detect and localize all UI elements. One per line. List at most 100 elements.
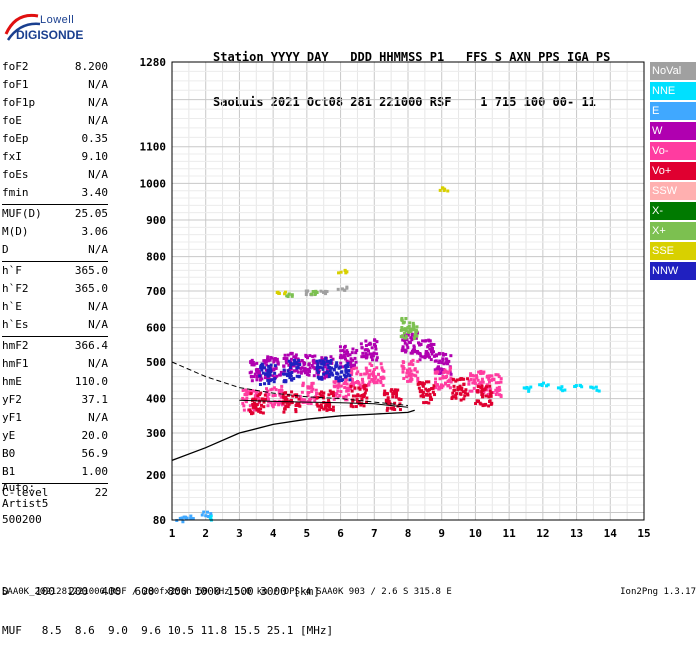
data-point-vo [401,365,405,369]
data-point-vo [303,398,307,402]
data-point-nne [556,386,560,390]
data-point-w [250,379,254,383]
data-point-vo [472,386,476,390]
data-point-vo [497,381,501,385]
data-point-vo [361,380,365,384]
param-value: N/A [88,78,108,91]
data-point-nnw [344,367,348,371]
data-point-vo [487,375,491,379]
data-point-vo [469,374,473,378]
data-point-nnw [325,359,329,363]
data-point-w [373,338,377,342]
data-point-x [413,333,417,337]
y-tick-label: 700 [146,285,166,298]
data-point-w [411,348,415,352]
data-point-nnw [320,375,324,379]
data-point-vo [321,391,325,395]
data-point-vo [408,367,412,371]
data-point-vo [327,402,331,406]
param-row: yF1 N/A [2,409,108,427]
data-point-nnw [268,366,272,370]
data-point-vo [495,386,499,390]
data-point-vo [273,402,277,406]
data-point-w [288,368,292,372]
data-point-vo [379,375,383,379]
data-point-w [409,351,413,355]
data-point-sse [343,269,347,273]
data-point-vo [260,403,264,407]
data-point-nnw [268,368,272,372]
data-point-vo [271,405,275,409]
data-point-w [418,352,422,356]
data-point-vo [365,396,369,400]
data-point-x [408,321,412,325]
data-point-vo [398,408,402,412]
data-point-nnw [316,363,320,367]
data-point-w [403,338,407,342]
x-tick-label: 14 [604,527,618,540]
data-point-w [323,374,327,378]
data-point-vo [286,405,290,409]
data-point-vo [265,387,269,391]
data-point-sse [443,187,447,191]
data-point-vo [489,393,493,397]
data-point-vo [306,401,310,405]
data-point-w [406,333,410,337]
data-point-w [289,351,293,355]
data-point-nnw [337,379,341,383]
data-point-nnw [345,364,349,368]
data-point-nnw [287,359,291,363]
data-point-vo [451,391,455,395]
lowell-digisonde-logo: Lowell DIGISONDE [2,6,107,52]
data-point-x [311,290,315,294]
data-point-w [413,350,417,354]
data-point-x [406,325,410,329]
logo-swoosh-icon [4,13,41,41]
autoscaling-info: Auto: Artist5 500200 [2,480,48,528]
data-point-sse [277,291,281,295]
data-point-vo [371,374,375,378]
data-point-vo [389,389,393,393]
data-point-vo [405,375,409,379]
data-point-vo [255,403,259,407]
data-point-vo [467,379,471,383]
x-tick-label: 5 [304,527,311,540]
data-point-vo [377,372,381,376]
data-point-vo [415,370,419,374]
data-point-vo [437,385,441,389]
data-point-w [401,338,405,342]
logo-line1: Lowell [40,14,75,26]
param-name: hmF1 [2,357,29,370]
data-point-w [421,355,425,359]
data-point-w [342,350,346,354]
data-point-vo [267,392,271,396]
param-separator [2,261,108,262]
data-point-vo [252,397,256,401]
data-point-e [178,516,182,520]
data-point-w [255,375,259,379]
data-point-w [369,355,373,359]
x-tick-label: 8 [405,527,412,540]
data-point-w [449,372,453,376]
data-point-vo [402,377,406,381]
data-point-vo [316,404,320,408]
data-point-vo [375,381,379,385]
data-point-nnw [334,376,338,380]
data-point-vo [433,393,437,397]
data-point-vo [481,392,485,396]
param-name: D [2,243,9,256]
data-point-w [308,354,312,358]
data-point-vo [407,374,411,378]
data-point-nnw [281,372,285,376]
data-point-noval [319,289,323,293]
header-line2: SaoLuis 2021 Oct08 281 221000 RSF 1 715 … [213,95,596,109]
data-point-w [365,348,369,352]
param-name: foF1p [2,96,36,109]
data-point-vo [345,389,349,393]
data-point-e [204,514,208,518]
data-point-vo [257,396,261,400]
data-point-w [349,360,353,364]
data-point-w [294,356,298,360]
data-point-w [323,365,327,369]
param-row: h`F 365.0 [2,262,108,280]
